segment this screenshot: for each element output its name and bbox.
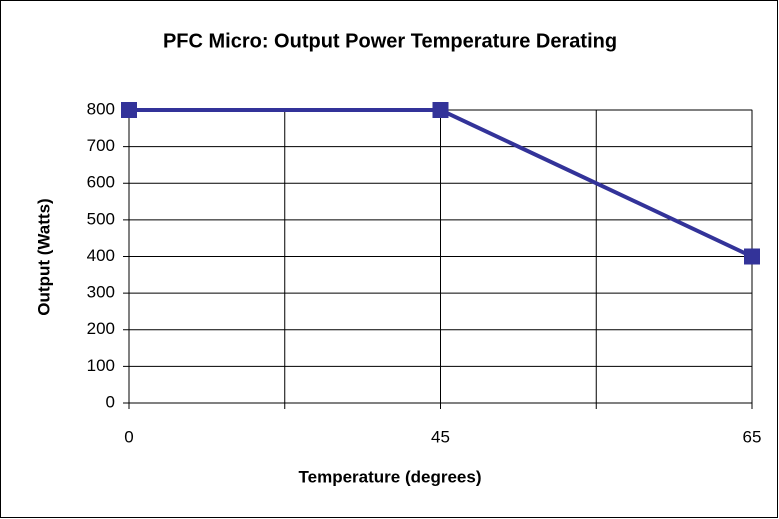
- y-tick-label: 700: [87, 136, 115, 155]
- y-tick-label: 0: [106, 392, 115, 411]
- x-tick-label: 45: [431, 427, 450, 446]
- y-tick-label: 800: [87, 99, 115, 118]
- y-tick-label: 300: [87, 283, 115, 302]
- x-axis-title: Temperature (degrees): [299, 467, 482, 486]
- data-marker: [744, 248, 760, 265]
- y-tick-label: 100: [87, 356, 115, 375]
- y-tick-label: 500: [87, 209, 115, 228]
- data-marker: [121, 102, 137, 118]
- y-tick-label: 400: [87, 246, 115, 265]
- y-tick-label: 200: [87, 319, 115, 338]
- x-tick-label: 0: [124, 427, 133, 446]
- y-axis-title: Output (Watts): [34, 198, 53, 315]
- y-tick-label: 600: [87, 173, 115, 192]
- data-marker: [432, 102, 449, 118]
- x-tick-label: 65: [743, 427, 762, 446]
- chart-title: PFC Micro: Output Power Temperature Dera…: [163, 30, 617, 52]
